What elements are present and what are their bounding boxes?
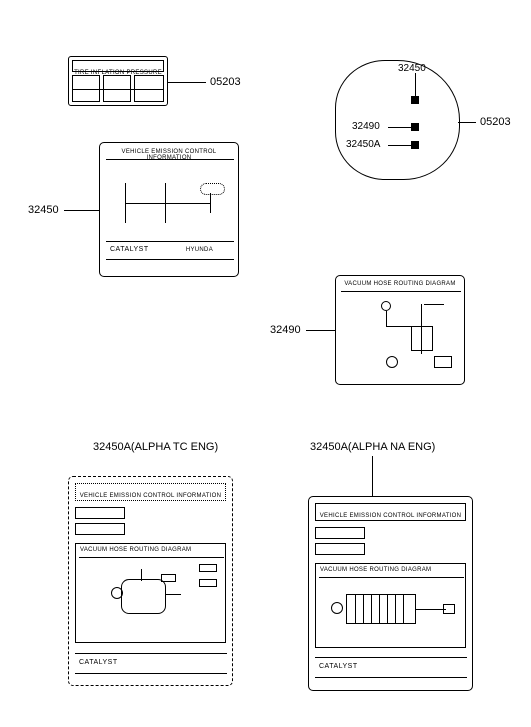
leader-vacuum xyxy=(306,330,335,331)
blob-32450A: 32450A xyxy=(346,139,380,150)
callout-alpha-tc: 32450A(ALPHA TC ENG) xyxy=(93,441,218,453)
blob-32450: 32450 xyxy=(398,63,426,74)
marker-1 xyxy=(411,96,419,104)
callout-32490: 32490 xyxy=(270,324,301,336)
marker-3 xyxy=(411,141,419,149)
tire-pressure-label: TIRE INFLATION PRESSURE xyxy=(68,56,168,106)
tc-catalyst: CATALYST xyxy=(79,659,118,666)
catalyst-text-1: CATALYST xyxy=(110,246,149,253)
blob-shape: 32450 32490 32450A xyxy=(335,60,460,180)
callout-alpha-na: 32450A(ALPHA NA ENG) xyxy=(310,441,435,453)
blob-32490: 32490 xyxy=(352,121,380,132)
alpha-tc-label: VEHICLE EMISSION CONTROL INFORMATION VAC… xyxy=(68,476,233,686)
leader-emission xyxy=(64,210,99,211)
tc-emission-title: VEHICLE EMISSION CONTROL INFORMATION xyxy=(80,493,221,499)
emission-control-label: VEHICLE EMISSION CONTROL INFORMATION CAT… xyxy=(99,142,239,277)
callout-05203-a: 05203 xyxy=(210,76,241,88)
leader-blob xyxy=(458,122,476,123)
alpha-na-label: VEHICLE EMISSION CONTROL INFORMATION VAC… xyxy=(308,496,473,691)
callout-05203-b: 05203 xyxy=(480,116,511,128)
tc-routing-title: VACUUM HOSE ROUTING DIAGRAM xyxy=(80,547,191,553)
na-emission-title: VEHICLE EMISSION CONTROL INFORMATION xyxy=(320,513,461,519)
vacuum-label: VACUUM HOSE ROUTING DIAGRAM xyxy=(335,275,465,385)
callout-32450: 32450 xyxy=(28,204,59,216)
leader-na xyxy=(372,456,373,496)
na-routing-title: VACUUM HOSE ROUTING DIAGRAM xyxy=(320,567,431,573)
marker-2 xyxy=(411,123,419,131)
leader-tire xyxy=(168,82,206,83)
vacuum-title: VACUUM HOSE ROUTING DIAGRAM xyxy=(344,281,456,287)
na-catalyst: CATALYST xyxy=(319,663,358,670)
hyundai-text-1: HYUNDA xyxy=(186,247,213,253)
